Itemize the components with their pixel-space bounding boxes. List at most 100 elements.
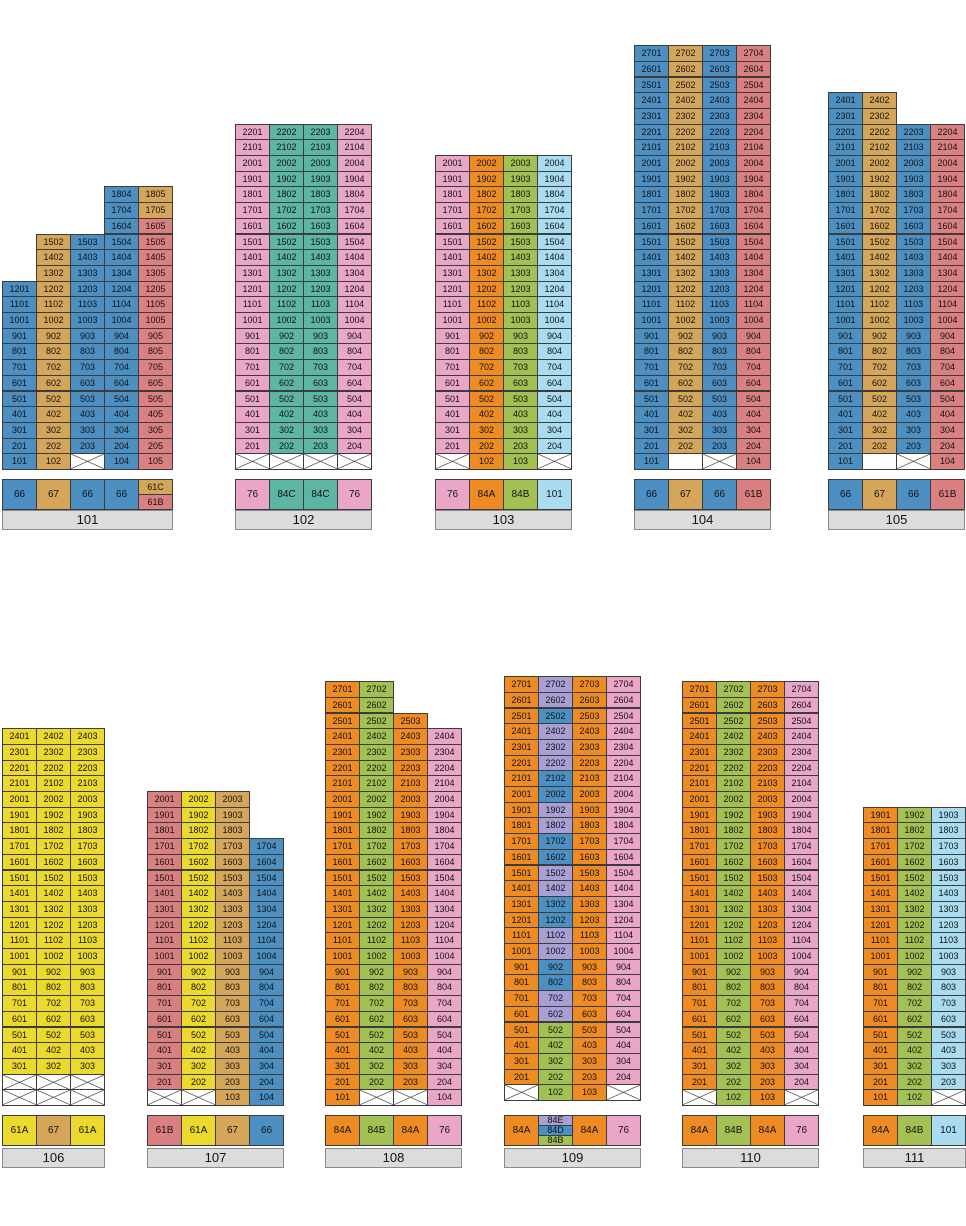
unit-cell[interactable]: 702	[538, 990, 573, 1007]
unit-cell[interactable]: 2001	[147, 791, 182, 808]
unit-cell[interactable]: 2602	[668, 60, 703, 78]
unit-cell[interactable]: 2303	[393, 743, 428, 761]
unit-cell[interactable]: 1501	[863, 869, 898, 887]
unit-cell[interactable]: 1401	[235, 249, 270, 266]
unit-cell[interactable]: 2202	[668, 123, 703, 141]
unit-cell[interactable]: 402	[359, 1042, 394, 1059]
unit-cell[interactable]: 803	[572, 974, 607, 992]
unit-cell[interactable]: 1601	[682, 853, 717, 871]
unit-cell[interactable]: 1002	[181, 948, 216, 965]
unit-cell[interactable]: 601	[147, 1010, 182, 1028]
unit-cell[interactable]: 804	[337, 343, 372, 361]
unit-cell[interactable]: 1804	[606, 817, 641, 835]
unit-cell[interactable]: 1201	[682, 916, 717, 934]
unit-cell[interactable]: 404	[930, 406, 965, 423]
unit-cell[interactable]: 902	[538, 958, 573, 976]
unit-cell[interactable]: 302	[269, 421, 304, 439]
unit-cell[interactable]: 403	[896, 406, 931, 423]
unit-cell[interactable]: 802	[716, 979, 751, 997]
unit-cell[interactable]: 602	[359, 1010, 394, 1028]
unit-cell[interactable]: 1402	[181, 885, 216, 902]
unit-cell[interactable]: 2001	[634, 155, 669, 172]
unit-cell[interactable]: 1003	[393, 948, 428, 965]
unit-cell[interactable]: 2002	[469, 155, 504, 172]
unit-cell[interactable]: 401	[504, 1037, 539, 1054]
unit-cell[interactable]: 1802	[269, 186, 304, 204]
unit-cell[interactable]: 1404	[427, 885, 462, 902]
unit-cell[interactable]: 1004	[930, 312, 965, 329]
unit-cell[interactable]: 2504	[736, 76, 771, 94]
unit-cell[interactable]: 1003	[750, 948, 785, 965]
unit-cell[interactable]: 1801	[682, 822, 717, 840]
unit-cell[interactable]: 2701	[325, 681, 360, 698]
unit-cell[interactable]: 1301	[682, 900, 717, 918]
unit-cell[interactable]: 1304	[249, 900, 284, 918]
unit-cell[interactable]: 1202	[538, 911, 573, 929]
unit-cell[interactable]: 401	[863, 1042, 898, 1059]
unit-cell[interactable]: 1101	[235, 296, 270, 313]
unit-cell[interactable]: 302	[538, 1052, 573, 1070]
unit-cell[interactable]: 2004	[930, 155, 965, 172]
unit-cell[interactable]: 1003	[303, 312, 338, 329]
unit-cell[interactable]: 1001	[504, 943, 539, 960]
unit-cell[interactable]: 1604	[337, 217, 372, 235]
unit-cell[interactable]: 2602	[716, 696, 751, 714]
unit-cell[interactable]: 1102	[36, 932, 71, 949]
unit-cell[interactable]: 2603	[572, 691, 607, 709]
unit-cell[interactable]: 502	[359, 1026, 394, 1044]
unit-cell[interactable]: 1102	[862, 296, 897, 313]
unit-cell[interactable]: 901	[682, 963, 717, 981]
unit-cell[interactable]: 2104	[337, 139, 372, 156]
unit-cell[interactable]: 2603	[750, 696, 785, 714]
unit-cell[interactable]: 202	[181, 1073, 216, 1091]
unit-cell[interactable]: 1704	[537, 202, 572, 219]
unit-cell[interactable]: 1004	[249, 948, 284, 965]
unit-cell[interactable]: 601	[682, 1010, 717, 1028]
unit-cell[interactable]: 2402	[668, 92, 703, 109]
unit-cell[interactable]: 1704	[606, 833, 641, 850]
unit-cell[interactable]: 1103	[896, 296, 931, 313]
unit-cell[interactable]: 302	[469, 421, 504, 439]
unit-cell[interactable]: 2602	[359, 696, 394, 714]
unit-cell[interactable]: 1202	[897, 916, 932, 934]
unit-cell[interactable]: 2201	[235, 123, 270, 141]
unit-cell[interactable]: 204	[736, 437, 771, 455]
unit-cell[interactable]: 403	[702, 406, 737, 423]
unit-cell[interactable]: 501	[325, 1026, 360, 1044]
unit-cell[interactable]: 303	[393, 1057, 428, 1075]
unit-cell[interactable]: 2703	[702, 45, 737, 62]
unit-cell[interactable]: 202	[716, 1073, 751, 1091]
unit-cell[interactable]: 1501	[2, 869, 37, 887]
unit-cell[interactable]: 202	[269, 437, 304, 455]
unit-cell[interactable]: 2301	[682, 743, 717, 761]
unit-cell[interactable]: 2001	[2, 791, 37, 808]
unit-cell[interactable]: 202	[862, 437, 897, 455]
unit-cell[interactable]: 1202	[862, 280, 897, 298]
unit-cell[interactable]: 201	[863, 1073, 898, 1091]
unit-cell[interactable]: 1804	[736, 186, 771, 204]
unit-cell[interactable]: 401	[682, 1042, 717, 1059]
unit-cell[interactable]: 1102	[668, 296, 703, 313]
unit-cell[interactable]: 104	[736, 453, 771, 470]
unit-cell[interactable]: 2403	[702, 92, 737, 109]
unit-cell[interactable]: 401	[2, 406, 37, 423]
unit-cell[interactable]: 1403	[70, 885, 105, 902]
unit-cell[interactable]: 2002	[269, 155, 304, 172]
unit-cell[interactable]: 1403	[572, 880, 607, 897]
unit-cell[interactable]: 403	[931, 1042, 966, 1059]
unit-cell[interactable]: 1502	[862, 233, 897, 251]
unit-cell[interactable]: 1004	[736, 312, 771, 329]
unit-cell[interactable]: 505	[138, 390, 173, 408]
unit-cell[interactable]: 1104	[606, 927, 641, 944]
unit-cell[interactable]: 802	[181, 979, 216, 997]
unit-cell[interactable]: 1102	[359, 932, 394, 949]
unit-cell[interactable]: 1901	[325, 806, 360, 824]
unit-cell[interactable]: 2701	[504, 676, 539, 693]
unit-cell[interactable]: 1801	[828, 186, 863, 204]
unit-cell[interactable]: 1104	[537, 296, 572, 313]
unit-cell[interactable]: 1301	[325, 900, 360, 918]
unit-cell[interactable]: 1703	[393, 838, 428, 855]
unit-cell[interactable]: 1501	[435, 233, 470, 251]
unit-cell[interactable]: 1301	[863, 900, 898, 918]
unit-cell[interactable]: 403	[215, 1042, 250, 1059]
